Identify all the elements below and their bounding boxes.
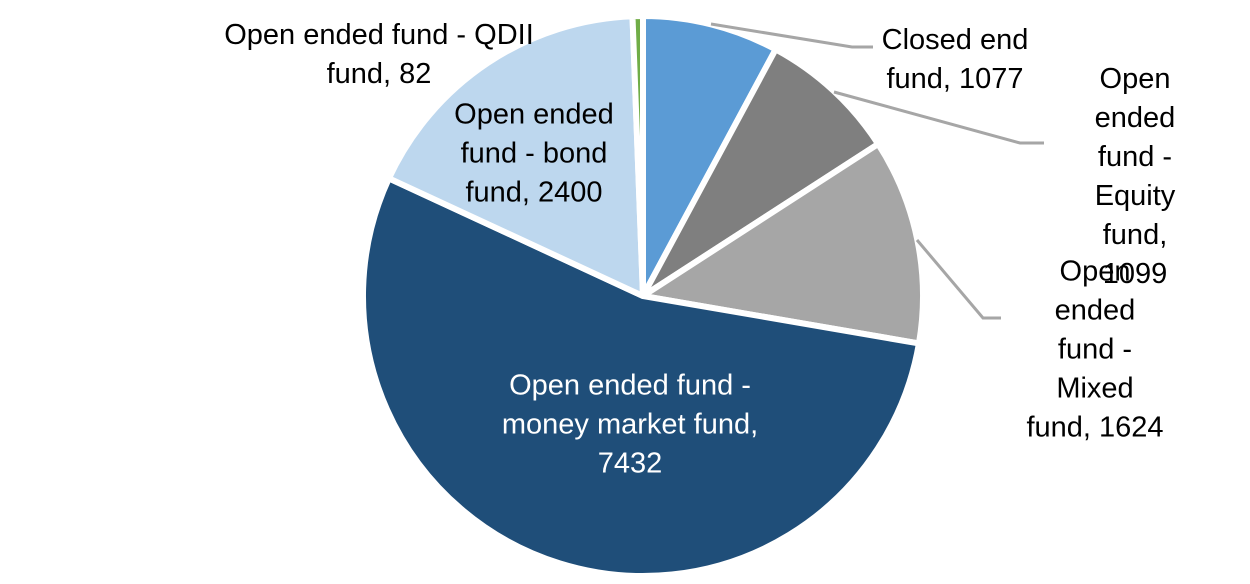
pie-slice-5-open-ended-fund-qdii-fund [629, 13, 646, 299]
pie-slice-1-open-ended-fund-equity-fund [640, 46, 882, 299]
pie-slice-3-open-ended-fund-money-market-fund [360, 175, 922, 579]
pie-slice-4-open-ended-fund-bond-fund [385, 13, 646, 299]
leader-line-0 [710, 22, 873, 49]
leader-line-1 [833, 90, 1044, 145]
leader-line-2 [915, 239, 1001, 320]
